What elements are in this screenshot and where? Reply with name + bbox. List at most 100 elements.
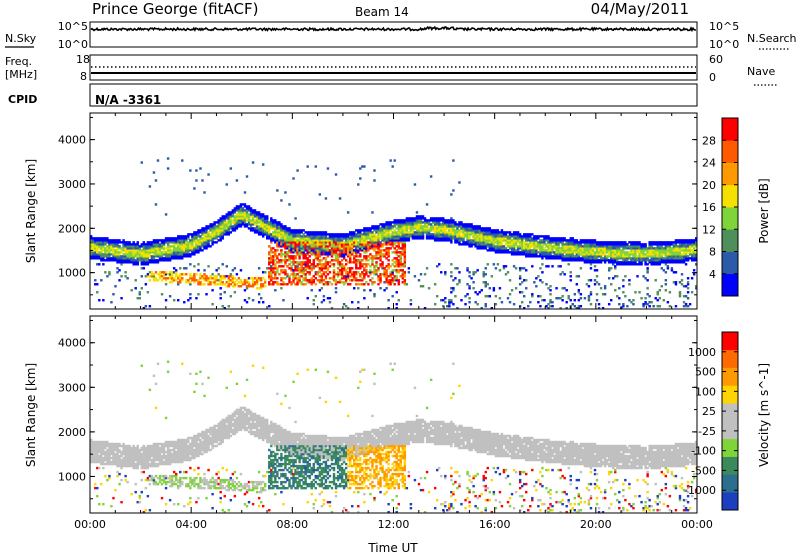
power-cell xyxy=(674,281,678,284)
power-cell xyxy=(306,165,309,168)
velocity-cell xyxy=(130,460,133,464)
power-cell xyxy=(320,237,324,240)
power-cell xyxy=(98,243,101,246)
power-cell xyxy=(399,229,402,232)
power-cell xyxy=(276,227,279,230)
power-cell xyxy=(387,233,390,236)
power-cell xyxy=(219,221,222,224)
power-cell xyxy=(533,255,536,258)
power-cell xyxy=(207,235,210,238)
power-cell xyxy=(450,241,453,244)
power-cell xyxy=(237,215,241,218)
power-cell xyxy=(395,241,398,244)
power-cell xyxy=(207,241,210,244)
date-label: 04/May/2011 xyxy=(591,0,689,18)
power-cell xyxy=(292,237,295,240)
power-cell xyxy=(138,259,141,262)
power-cell xyxy=(488,235,492,238)
power-cell xyxy=(399,247,402,250)
power-cell xyxy=(300,281,303,284)
power-cell xyxy=(320,263,324,266)
power-cell xyxy=(652,243,655,246)
power-cell xyxy=(187,245,190,248)
power-cell xyxy=(355,249,358,252)
power-cell xyxy=(270,247,273,250)
power-cell xyxy=(189,255,192,258)
power-cell xyxy=(306,257,309,260)
power-cell xyxy=(468,227,471,230)
power-cell xyxy=(144,245,148,248)
power-cell xyxy=(476,243,479,246)
power-cell xyxy=(270,283,273,286)
power-cell xyxy=(686,255,690,258)
power-cell xyxy=(636,251,639,254)
power-cell xyxy=(276,223,279,226)
power-cell xyxy=(678,253,682,256)
power-cell xyxy=(421,225,425,228)
power-cell xyxy=(367,243,370,246)
power-cell xyxy=(585,239,589,242)
power-cell xyxy=(605,257,609,260)
power-cell xyxy=(476,231,479,234)
power-cell xyxy=(630,253,633,256)
velocity-cell xyxy=(130,446,133,450)
power-cell xyxy=(403,271,407,274)
power-cell xyxy=(622,279,625,282)
power-cell xyxy=(401,271,405,274)
power-cell xyxy=(199,167,202,170)
power-cell xyxy=(616,253,619,256)
power-cell xyxy=(660,267,663,270)
power-cell xyxy=(126,243,129,246)
power-cell xyxy=(199,281,202,284)
power-cell xyxy=(490,239,494,242)
power-cell xyxy=(541,255,544,258)
velocity-cell xyxy=(98,454,101,458)
power-cell xyxy=(261,227,265,230)
power-cell xyxy=(304,231,307,234)
power-cell xyxy=(261,283,265,286)
power-cell xyxy=(603,249,607,252)
power-cell xyxy=(666,245,670,248)
power-cell xyxy=(189,263,192,266)
power-cell xyxy=(367,259,370,262)
power-cell xyxy=(484,305,487,308)
power-cell xyxy=(377,267,380,270)
power-cell xyxy=(480,289,483,292)
power-cell xyxy=(640,243,643,246)
power-cell xyxy=(480,235,483,238)
power-cell xyxy=(344,263,348,266)
power-cell xyxy=(245,215,249,218)
power-cell xyxy=(589,259,593,262)
power-cell xyxy=(597,307,601,310)
power-cell xyxy=(684,257,688,260)
power-cell xyxy=(670,259,674,262)
power-cell xyxy=(292,263,295,266)
power-cell xyxy=(118,253,121,256)
cpid-label: CPID xyxy=(8,93,37,106)
power-cell xyxy=(498,241,502,244)
power-cell xyxy=(156,255,160,258)
power-cell xyxy=(342,251,346,254)
power-cell xyxy=(304,269,307,272)
power-cell xyxy=(435,295,439,298)
power-cell xyxy=(122,247,125,250)
power-cell xyxy=(205,237,208,240)
power-cell xyxy=(203,279,206,282)
power-cell xyxy=(393,251,396,254)
power-cell xyxy=(446,239,449,242)
power-cell xyxy=(577,307,581,310)
power-cell xyxy=(90,251,93,254)
power-cell xyxy=(144,253,148,256)
power-cell xyxy=(268,233,271,236)
power-cell xyxy=(300,253,303,256)
power-cell xyxy=(233,207,237,210)
power-cell xyxy=(525,237,528,240)
power-cell xyxy=(259,225,263,228)
power-cell xyxy=(397,237,400,240)
power-cell xyxy=(624,261,627,264)
power-cell xyxy=(399,227,402,230)
power-cell xyxy=(391,271,394,274)
power-cell xyxy=(648,295,651,298)
power-cell xyxy=(187,281,190,284)
power-cell xyxy=(241,219,245,222)
